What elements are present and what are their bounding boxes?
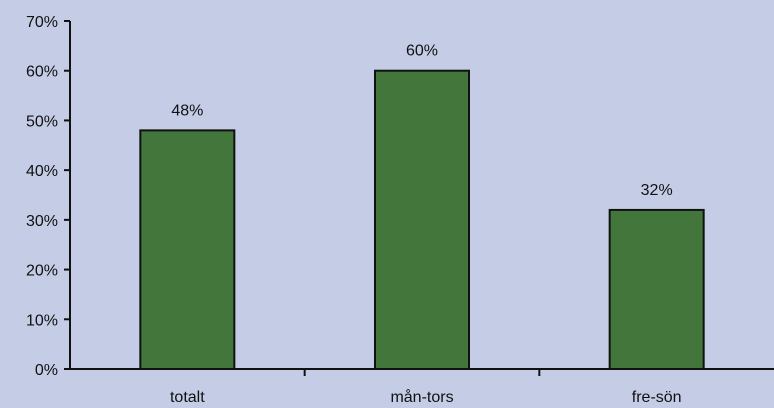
data-label: 32% (641, 182, 673, 199)
bar-totalt (139, 129, 236, 370)
y-tick-label: 0% (35, 362, 58, 379)
x-category-label: mån-tors (390, 388, 453, 406)
y-axis: 0% 10% 20% 30% 40% 50% 60% 70% (26, 14, 71, 379)
data-label: 48% (171, 102, 203, 119)
bar-fre-sön (608, 208, 705, 370)
y-tick-label: 40% (26, 163, 58, 180)
y-tick-label: 20% (26, 263, 58, 280)
data-label: 60% (406, 43, 438, 60)
x-category-label: fre-sön (632, 389, 682, 406)
y-tick-label: 60% (26, 64, 58, 81)
y-tick-label: 30% (26, 213, 58, 230)
x-category-label: totalt (170, 389, 205, 406)
bar-mån-tors (374, 69, 470, 370)
y-tick-label: 70% (26, 14, 58, 31)
data-labels: 48% 60% 32% (171, 43, 672, 199)
y-tick-label: 10% (26, 312, 58, 329)
bar-series (139, 69, 705, 370)
y-tick-label: 50% (26, 113, 58, 130)
